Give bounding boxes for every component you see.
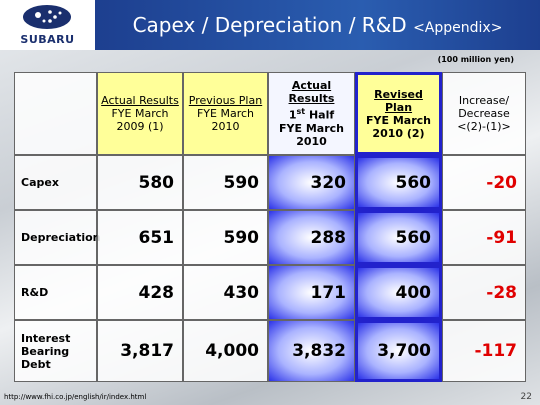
value-cell: -20 [442,155,526,210]
row-label: Interest Bearing Debt [14,320,97,382]
row-label: Depreciation [14,210,100,265]
logo-text: SUBARU [20,33,75,46]
value-cell: 171 [268,265,355,320]
value-cell: 288 [268,210,355,265]
header-title: Increase/ [458,94,510,107]
value-cell: 560 [355,210,442,265]
header-title: Actual Results [288,79,335,106]
period: Half [308,108,335,122]
header-sub: FYE March 2010 (2) [366,113,431,140]
column-header: Increase/Decrease <(2)-(1)> [442,72,526,155]
column-header: Actual Results 1st Half FYE March 2010 [268,72,355,155]
header-sub: FYE March 2009 (1) [111,107,169,133]
header-sub: Decrease <(2)-(1)> [457,107,511,133]
corner-cell [14,72,97,155]
title-suffix: <Appendix> [413,20,503,36]
header-title: Revised Plan [374,87,423,114]
column-header: Revised Plan FYE March 2010 (2) [355,72,442,155]
value-cell: 3,817 [97,320,183,382]
row-label: Capex [14,155,97,210]
column-header: Previous Plan FYE March 2010 [183,72,268,155]
title: Capex / Depreciation / R&D <Appendix> [95,13,540,37]
header-period: 1st Half [289,105,334,122]
header-title: Actual Results [101,94,179,107]
row-label: R&D [14,265,97,320]
value-cell: 428 [97,265,183,320]
unit-note: (100 million yen) [437,55,514,64]
ordinal-suffix: st [296,107,306,117]
value-cell: 651 [97,210,183,265]
ordinal: 1 [288,108,297,122]
value-cell: 590 [183,210,268,265]
logo-mark [23,5,71,29]
value-cell: 560 [355,155,442,210]
title-main: Capex / Depreciation / R&D [132,13,407,37]
value-cell: 430 [183,265,268,320]
header-title: Previous Plan [188,94,263,107]
header-sub: FYE March 2010 [279,121,344,148]
value-cell: 590 [183,155,268,210]
value-cell: 580 [97,155,183,210]
value-cell: 400 [355,265,442,320]
column-header: Actual Results FYE March 2009 (1) [97,72,183,155]
logo: SUBARU [0,0,95,50]
value-cell: -28 [442,265,526,320]
footer-url: http://www.fhi.co.jp/english/ir/index.ht… [4,393,147,401]
value-cell: 4,000 [183,320,268,382]
value-cell: -91 [442,210,526,265]
value-cell: 3,700 [355,320,442,382]
table: Actual Results FYE March 2009 (1) Previous… [14,72,526,382]
page-number: 22 [520,392,532,402]
header-sub: FYE March 2010 [196,107,255,133]
title-bar: Capex / Depreciation / R&D <Appendix> [95,0,540,50]
value-cell: 320 [268,155,355,210]
value-cell: -117 [442,320,526,382]
value-cell: 3,832 [268,320,355,382]
